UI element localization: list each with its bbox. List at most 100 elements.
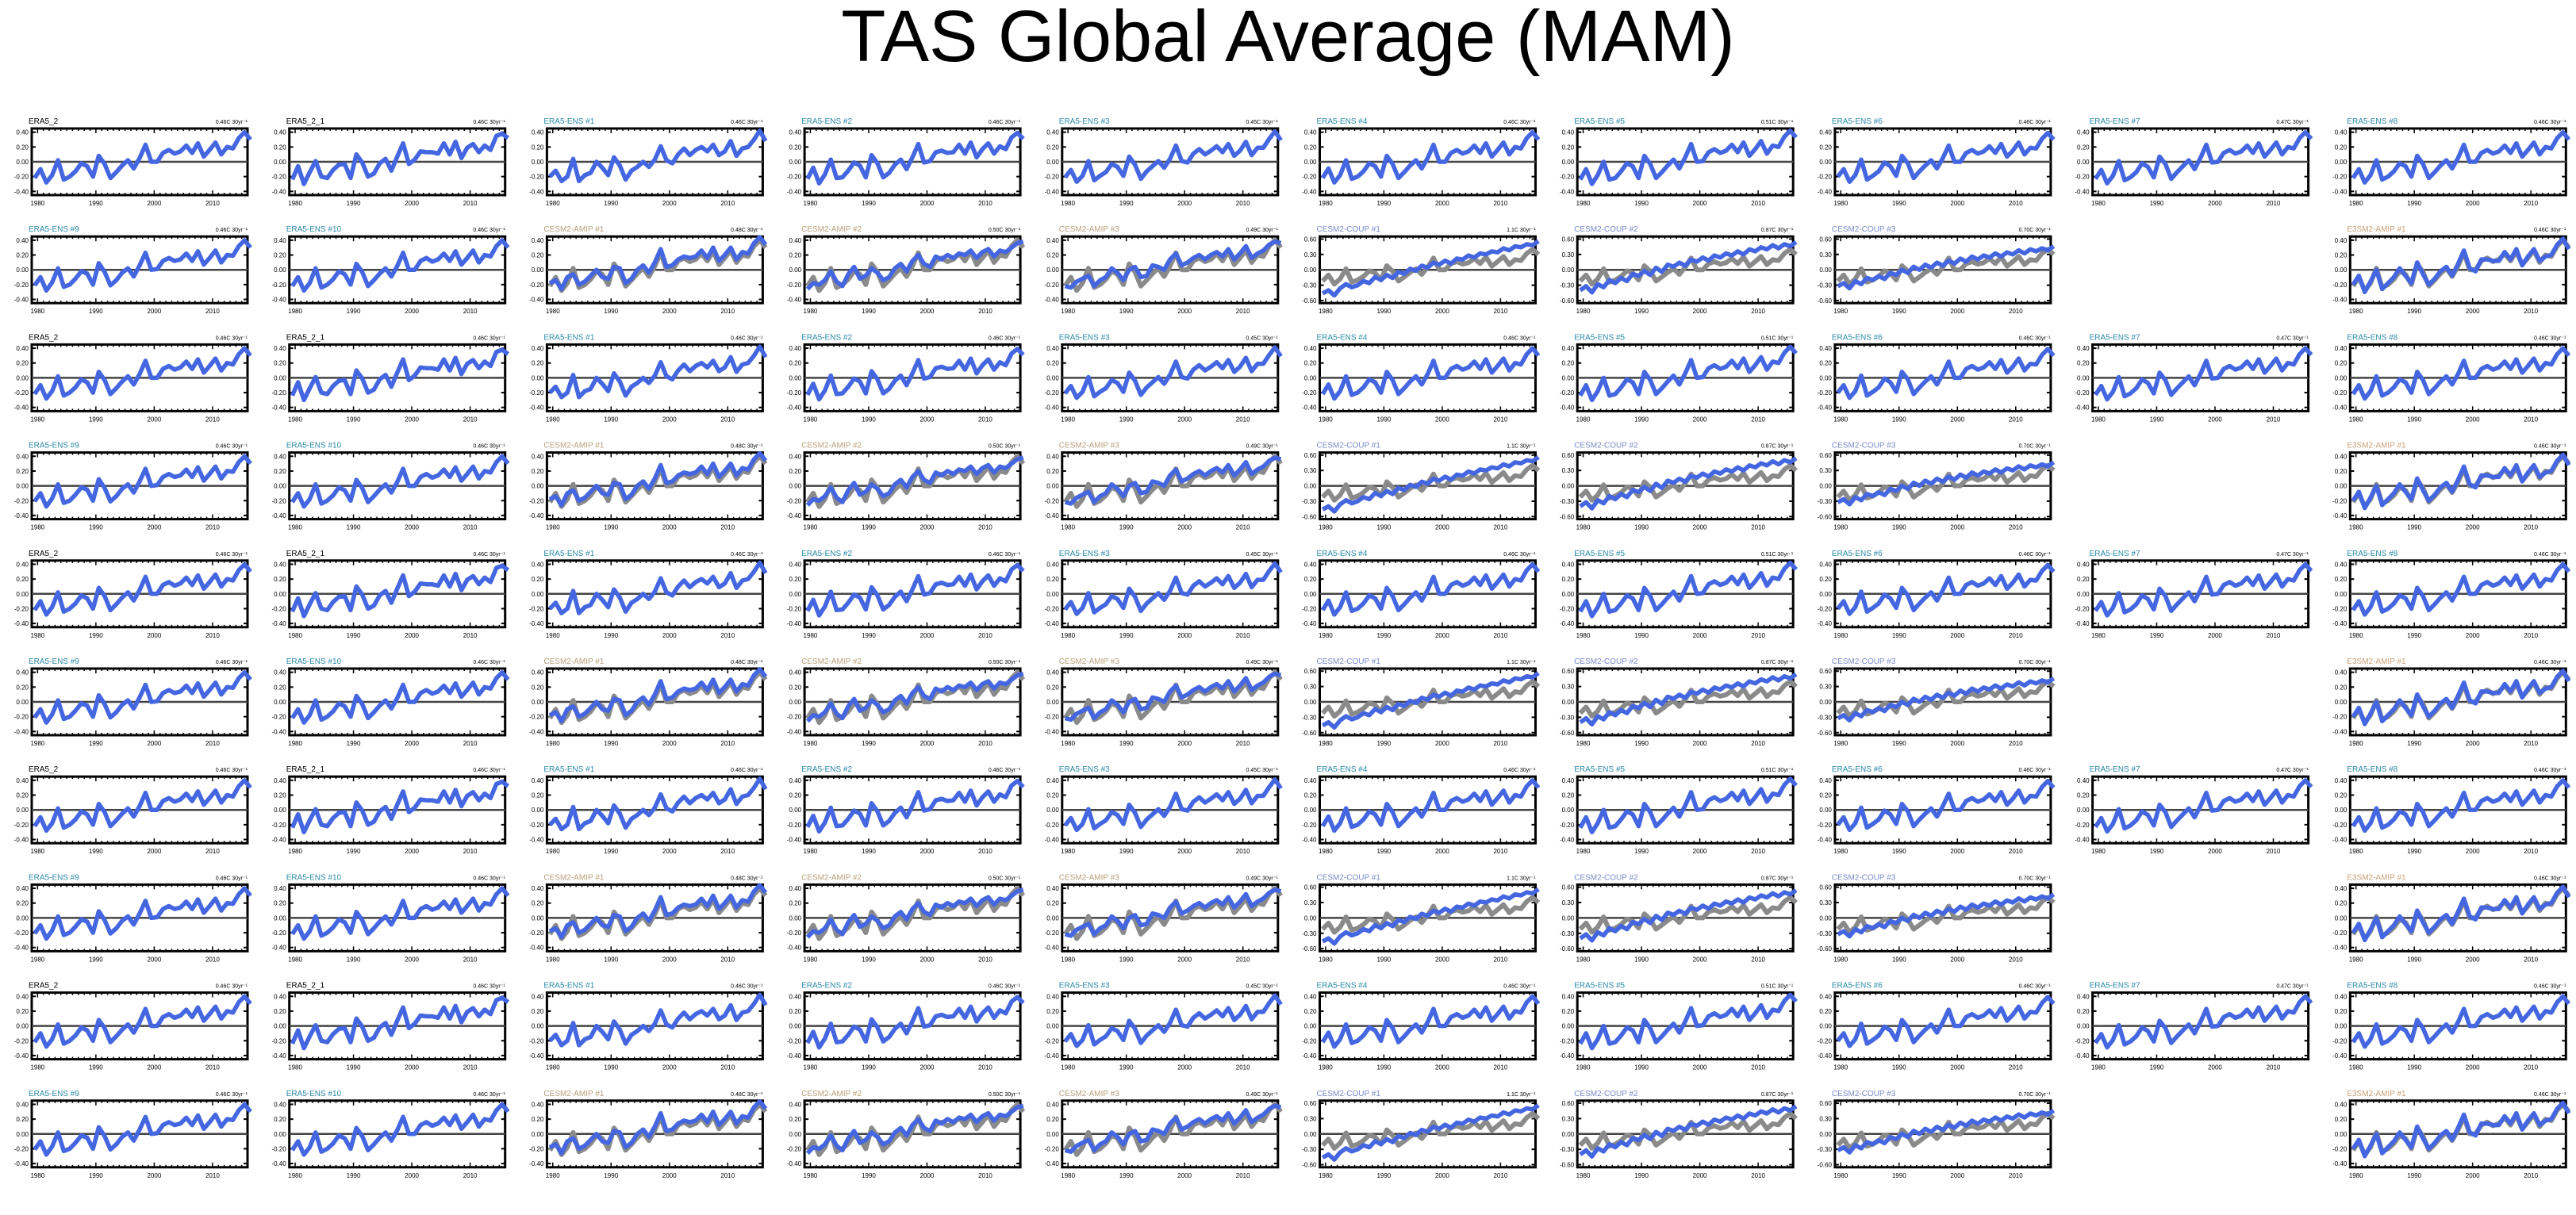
x-tick-label: 1990 [862, 524, 876, 531]
x-tick-label: 2010 [463, 632, 478, 639]
y-tick-label: 0.40 [1046, 561, 1059, 568]
x-tick-label: 2010 [1236, 632, 1250, 639]
x-tick-label: 1980 [1576, 308, 1591, 315]
x-tick-label: 2000 [662, 200, 677, 207]
panel-label: ERA5-ENS #9 [29, 225, 79, 234]
panel-label: ERA5-ENS #10 [286, 225, 342, 234]
x-tick-label: 1990 [1119, 308, 1134, 315]
y-tick-label: 0.00 [1304, 374, 1317, 381]
x-tick-label: 1990 [1892, 200, 1906, 207]
panel: E3SM2-AMIP #1 0.46C 30yr⁻¹ 0.40 0.20 0.00 -0.… [2332, 225, 2571, 315]
x-tick-label: 1990 [1634, 632, 1649, 639]
trend-note: 0.50C 30yr⁻¹ [989, 228, 1021, 233]
trend-note: 0.45C 30yr⁻¹ [1246, 120, 1279, 125]
panel-label: ERA5-ENS #4 [1317, 333, 1368, 342]
y-tick-label: 0.00 [1046, 483, 1059, 490]
x-tick-label: 2000 [1435, 632, 1449, 639]
y-tick-label: -0.30 [1818, 498, 1833, 505]
panel-label: ERA5-ENS #4 [1317, 550, 1368, 558]
y-tick-label: 0.00 [1304, 591, 1317, 598]
x-tick-label: 1980 [288, 524, 302, 531]
y-tick-label: 0.20 [532, 468, 544, 475]
trend-note: 1.1C 30yr⁻¹ [1507, 228, 1536, 233]
panel: ERA5_2_1 0.46C 30yr⁻¹ 0.40 0.20 0.00 -0.20 -0.… [271, 333, 510, 423]
x-tick-label: 2000 [920, 524, 935, 531]
y-tick-label: 0.20 [532, 576, 544, 583]
y-tick-label: -0.40 [787, 404, 802, 412]
x-tick-label: 2000 [1950, 416, 1964, 423]
x-tick-label: 2010 [720, 632, 735, 639]
y-tick-label: -0.40 [1818, 188, 1833, 195]
y-tick-label: -0.60 [1818, 513, 1833, 520]
x-tick-label: 2010 [1493, 308, 1507, 315]
y-tick-label: -0.20 [2332, 605, 2348, 612]
x-tick-label: 1980 [1319, 308, 1333, 315]
y-tick-label: 0.60 [1562, 452, 1575, 459]
panel: ERA5-ENS #4 0.46C 30yr⁻¹ 0.40 0.20 0.00 -0.20… [1302, 117, 1541, 207]
y-tick-label: -0.40 [14, 728, 29, 735]
x-tick-label: 2000 [147, 524, 161, 531]
y-tick-label: -0.40 [2332, 188, 2348, 195]
model-line [2093, 562, 2313, 618]
x-tick-label: 2000 [2466, 632, 2480, 639]
y-tick-label: 0.40 [274, 129, 286, 136]
panel: CESM2-COUP #1 1.1C 30yr⁻¹ 0.60 0.30 0.00 -0.3… [1302, 442, 1541, 531]
y-tick-label: -0.20 [2332, 282, 2348, 289]
y-tick-label: 0.20 [274, 576, 286, 583]
y-tick-label: 0.20 [2335, 144, 2348, 151]
x-tick-label: 1990 [2150, 632, 2164, 639]
trend-note: 0.46C 30yr⁻¹ [731, 120, 763, 125]
y-tick-label: 0.30 [1819, 251, 1832, 259]
x-tick-label: 1990 [347, 308, 361, 315]
y-tick-label: -0.40 [1302, 188, 1317, 195]
x-tick-label: 1990 [2407, 308, 2421, 315]
y-tick-label: 0.20 [16, 468, 29, 475]
x-tick-label: 1980 [1833, 632, 1848, 639]
panel-label: ERA5-ENS #9 [29, 657, 79, 666]
y-tick-label: 0.40 [16, 453, 29, 460]
y-tick-label: -0.40 [1045, 297, 1060, 304]
x-tick-label: 2010 [720, 524, 735, 531]
panel: ERA5-ENS #3 0.45C 30yr⁻¹ 0.40 0.20 0.00 -0.20… [1045, 333, 1283, 423]
x-tick-label: 2010 [2267, 416, 2281, 423]
x-tick-label: 2000 [1950, 200, 1964, 207]
panel-label: ERA5_2 [29, 117, 59, 126]
y-tick-label: -0.20 [2075, 174, 2090, 181]
x-tick-label: 2000 [1435, 416, 1449, 423]
model-line [548, 128, 768, 184]
y-tick-label: 0.00 [1046, 266, 1059, 274]
x-tick-label: 1980 [288, 416, 302, 423]
panel-label: CESM2-COUP #1 [1317, 225, 1381, 234]
y-tick-label: 0.20 [532, 684, 544, 691]
y-tick-label: 0.40 [1819, 345, 1832, 352]
y-tick-label: 0.00 [1304, 159, 1317, 166]
y-tick-label: 0.00 [532, 266, 544, 274]
x-tick-label: 1990 [862, 416, 876, 423]
x-tick-label: 2010 [463, 416, 478, 423]
model-line [1063, 561, 1283, 616]
panel: CESM2-AMIP #3 0.49C 30yr⁻¹ 0.40 0.20 0.00 -0.… [1045, 442, 1283, 531]
x-tick-label: 1980 [2349, 524, 2363, 531]
model-line [290, 669, 510, 725]
y-tick-label: 0.20 [1819, 360, 1832, 367]
panel: ERA5_2 0.46C 30yr⁻¹ 0.40 0.20 0.00 -0.20 -0.40… [14, 333, 252, 423]
x-tick-label: 2010 [205, 200, 220, 207]
panel: ERA5-ENS #7 0.47C 30yr⁻¹ 0.40 0.20 0.00 -0.20… [2075, 550, 2313, 639]
panel-label: ERA5-ENS #3 [1059, 333, 1110, 342]
y-tick-label: -0.60 [1560, 297, 1575, 305]
y-tick-label: 0.20 [789, 144, 802, 151]
panel: ERA5_2 0.46C 30yr⁻¹ 0.40 0.20 0.00 -0.20 -0.40… [14, 117, 252, 207]
x-tick-label: 2010 [463, 524, 478, 531]
panel-label: ERA5_2 [29, 550, 59, 558]
trend-note: 0.49C 30yr⁻¹ [1246, 444, 1279, 450]
x-tick-label: 2000 [1177, 308, 1192, 315]
panel: ERA5-ENS #5 0.51C 30yr⁻¹ 0.40 0.20 0.00 -0.20… [1560, 117, 1798, 207]
y-tick-label: -0.30 [1302, 498, 1317, 505]
y-tick-label: 0.40 [2077, 129, 2090, 136]
x-tick-label: 1990 [89, 416, 103, 423]
y-tick-label: 0.00 [16, 591, 29, 598]
y-tick-label: 0.40 [532, 669, 544, 676]
x-tick-label: 1990 [89, 308, 103, 315]
trend-note: 1.1C 30yr⁻¹ [1507, 444, 1536, 450]
x-tick-label: 2000 [1950, 632, 1964, 639]
